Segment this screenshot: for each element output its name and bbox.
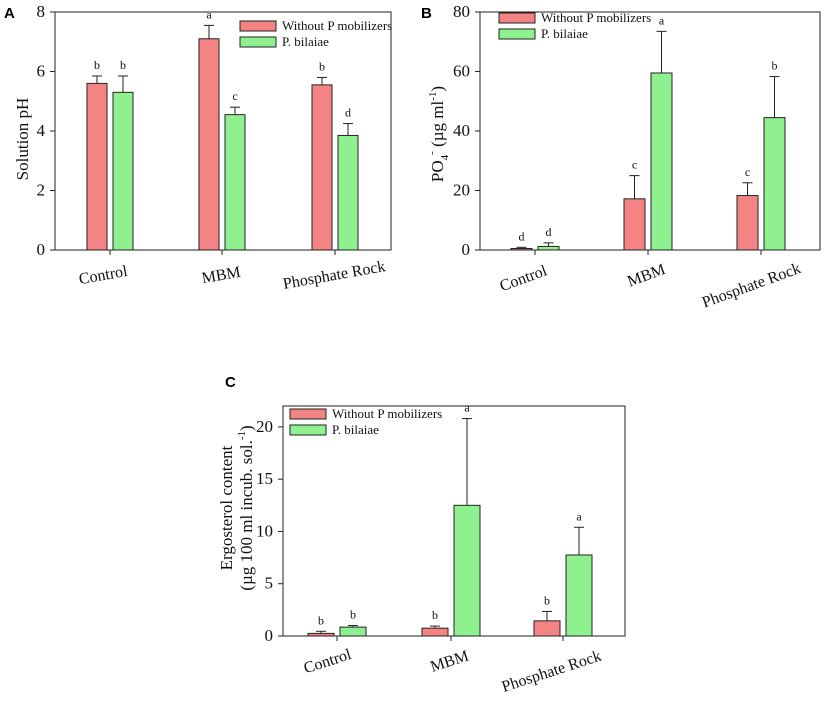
bar — [510, 248, 533, 251]
legend-swatch — [289, 408, 327, 420]
category-label: Control — [302, 646, 354, 677]
significance-letter: d — [546, 225, 552, 239]
significance-letter: b — [94, 58, 100, 72]
legend-label: P. bilaiae — [282, 34, 329, 49]
panel-c-ylabel-line1: Ergosterol content — [217, 445, 236, 570]
y-tick-label: 10 — [256, 521, 273, 540]
significance-letter: c — [745, 165, 750, 179]
y-tick-label: 15 — [256, 469, 273, 488]
legend-label: Without P mobilizers — [541, 10, 651, 25]
category-label: MBM — [200, 264, 241, 288]
significance-letter: a — [206, 7, 212, 21]
legend-label: Without P mobilizers — [332, 406, 442, 421]
bar — [623, 198, 646, 251]
category-label: Control — [78, 263, 130, 288]
significance-letter: b — [318, 613, 324, 627]
y-tick-label: 8 — [37, 2, 46, 21]
panel-c: C Ergosterol content (µg 100 ml incub. s… — [217, 374, 626, 696]
significance-letter: b — [432, 608, 438, 622]
bar — [533, 620, 561, 637]
y-tick-label: 40 — [453, 121, 470, 140]
significance-letter: c — [232, 89, 237, 103]
legend-label: P. bilaiae — [541, 26, 588, 41]
significance-letter: a — [464, 401, 470, 415]
panel-c-ylabel-line2-close: ) — [237, 425, 256, 431]
panel-a-ylabel: Solution pH — [13, 98, 32, 181]
significance-letter: b — [350, 608, 356, 622]
significance-letter: c — [632, 158, 637, 172]
bar — [86, 82, 108, 251]
bar — [565, 554, 593, 637]
panel-c-ylabel-line2-sup: -1 — [236, 431, 248, 440]
panel-b-ylabel: PO4- (µg ml-1) — [426, 86, 451, 182]
bar — [537, 245, 560, 251]
category-label: MBM — [428, 648, 470, 676]
panel-b: B PO4- (µg ml-1) 0 20 40 60 80 d d Control c a MBM… — [421, 2, 821, 311]
panel-b-ylabel-unit-sup: -1 — [427, 92, 439, 101]
panel-b-ylabel-unit: (µg ml — [428, 100, 447, 151]
significance-letter: b — [772, 59, 778, 73]
y-tick-label: 60 — [453, 62, 470, 81]
panel-b-ylabel-sup: - — [426, 151, 438, 155]
significance-letter: d — [519, 229, 525, 243]
legend-swatch — [239, 20, 277, 32]
bar — [736, 195, 759, 251]
legend-swatch — [289, 424, 327, 436]
y-tick-label: 0 — [462, 240, 471, 259]
category-label: Control — [498, 262, 550, 295]
category-label: Phosphate Rock — [282, 258, 387, 293]
bar — [337, 134, 359, 251]
y-tick-label: 4 — [37, 121, 46, 140]
y-tick-label: 80 — [453, 2, 470, 21]
panel-c-letter: C — [225, 374, 236, 391]
panel-b-letter: B — [421, 5, 432, 22]
y-tick-label: 2 — [37, 181, 46, 200]
significance-letter: b — [319, 59, 325, 73]
significance-letter: b — [544, 593, 550, 607]
category-label: MBM — [625, 261, 668, 290]
category-label: Phosphate Rock — [500, 648, 604, 696]
bar — [339, 626, 367, 637]
bar — [112, 91, 134, 251]
y-tick-label: 0 — [37, 240, 46, 259]
significance-letter: a — [576, 509, 582, 523]
y-tick-label: 20 — [453, 181, 470, 200]
y-tick-label: 0 — [265, 626, 274, 645]
legend-swatch — [498, 28, 536, 40]
category-label: Phosphate Rock — [700, 260, 803, 311]
panel-c-ylabel-line2-main: (µg 100 ml incub. sol. — [237, 440, 256, 591]
significance-letter: b — [120, 58, 126, 72]
y-tick-label: 20 — [256, 417, 273, 436]
legend-label: Without P mobilizers — [282, 18, 392, 33]
bar — [453, 504, 481, 637]
panel-a: A Solution pH 0 2 4 6 8 b b Control a c MBM b d Phosp… — [4, 2, 392, 293]
panel-b-ylabel-main: PO — [428, 160, 447, 182]
panel-c-ylabel-line2: (µg 100 ml incub. sol.-1) — [236, 425, 256, 590]
y-tick-label: 6 — [37, 62, 46, 81]
legend-label: P. bilaiae — [332, 422, 379, 437]
bar — [421, 627, 449, 637]
bar — [224, 114, 246, 251]
bar — [763, 117, 786, 251]
bar — [650, 72, 673, 251]
legend-swatch — [498, 12, 536, 24]
y-tick-label: 5 — [265, 574, 274, 593]
bar — [198, 38, 220, 251]
legend-swatch — [239, 36, 277, 48]
panel-a-letter: A — [4, 5, 15, 22]
significance-letter: a — [659, 13, 665, 27]
panel-b-ylabel-sub: 4 — [439, 154, 451, 160]
panel-b-plot: 0 20 40 60 80 d d Control c a MBM c b Phosphate Rock W… — [453, 2, 821, 311]
panel-c-plot: 0 5 10 15 20 b b Control b a MBM b a Phosphate Rock Wi… — [256, 401, 626, 696]
bar — [307, 632, 335, 637]
panel-b-ylabel-close: ) — [428, 86, 447, 92]
panel-a-plot: 0 2 4 6 8 b b Control a c MBM b d Phosphate Rock Witho… — [37, 2, 393, 293]
significance-letter: d — [345, 106, 351, 120]
bar — [311, 84, 333, 251]
